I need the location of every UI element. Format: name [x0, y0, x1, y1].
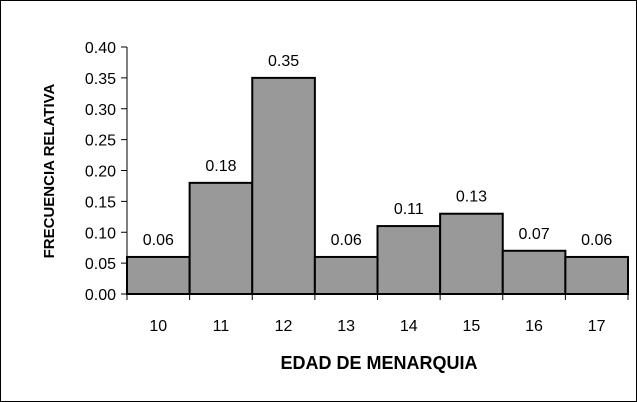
- bar-16: [501, 249, 567, 295]
- y-tick-label-4: 0.20: [85, 164, 116, 181]
- x-axis-title: EDAD DE MENARQUIA: [280, 353, 477, 373]
- data-label-11: 0.18: [205, 158, 236, 175]
- y-tick-label-3: 0.15: [85, 194, 116, 211]
- data-label-14: 0.11: [394, 201, 424, 218]
- x-tick-label-14: 14: [400, 318, 418, 335]
- data-labels-layer: 0.06 0.18 0.35 0.06 0.11 0.13 0.07 0.06: [143, 53, 613, 249]
- x-tick-label-17: 17: [588, 318, 606, 335]
- axes-layer: [121, 46, 629, 300]
- bar-10: [126, 255, 191, 296]
- x-tick-label-11: 11: [213, 318, 230, 335]
- y-axis-title: FRECUENCIA RELATIVA: [41, 83, 58, 258]
- bar-13: [313, 255, 379, 296]
- y-tick-label-5: 0.25: [85, 133, 116, 150]
- bar-15: [439, 212, 504, 296]
- bars-layer: [126, 76, 629, 296]
- data-label-15: 0.13: [456, 189, 487, 206]
- data-label-13: 0.06: [331, 232, 362, 249]
- y-tick-label-7: 0.35: [85, 71, 116, 88]
- bar-11: [188, 181, 254, 296]
- data-label-16: 0.07: [518, 226, 549, 243]
- data-label-17: 0.06: [581, 232, 612, 249]
- y-tick-label-1: 0.05: [85, 256, 116, 273]
- y-tick-label-0: 0.00: [85, 287, 116, 304]
- data-label-12: 0.35: [268, 53, 299, 70]
- bar-12: [251, 76, 316, 295]
- x-tick-label-16: 16: [525, 318, 543, 335]
- y-tick-label-8: 0.40: [85, 40, 116, 57]
- xtick-labels-layer: 10 11 12 13 14 15 16 17: [149, 318, 605, 335]
- x-tick-label-10: 10: [149, 318, 167, 335]
- y-tick-label-2: 0.10: [85, 225, 116, 242]
- data-label-10: 0.06: [143, 232, 174, 249]
- x-tick-label-12: 12: [275, 318, 293, 335]
- bar-17: [564, 255, 629, 296]
- bar-14: [376, 225, 442, 295]
- y-tick-label-6: 0.30: [85, 102, 116, 119]
- ytick-labels-layer: 0.00 0.05 0.10 0.15 0.20 0.25 0.30 0.35 0.40: [85, 40, 116, 304]
- x-tick-label-15: 15: [463, 318, 481, 335]
- x-tick-label-13: 13: [337, 318, 355, 335]
